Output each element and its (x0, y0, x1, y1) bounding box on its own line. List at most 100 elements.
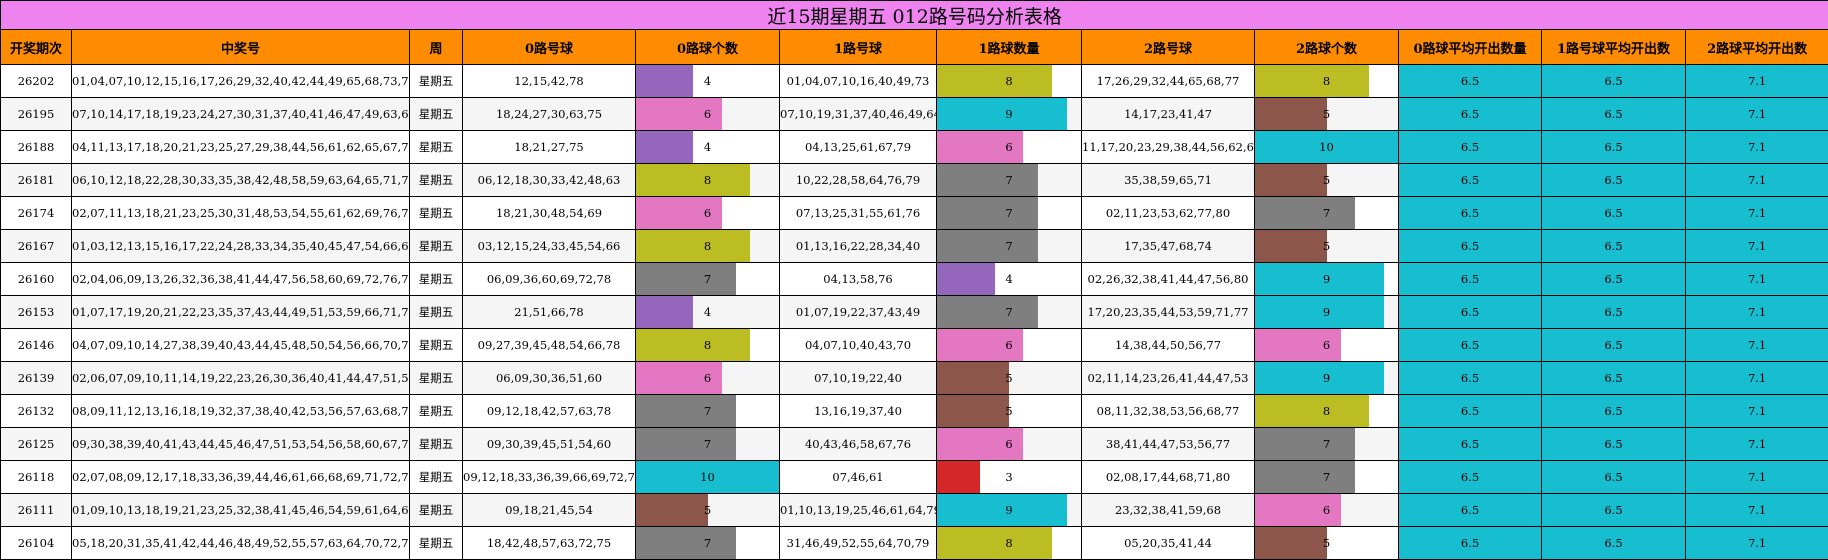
route1-count-cell-value: 5 (1005, 404, 1013, 418)
winning-numbers-cell: 09,30,38,39,40,41,43,44,45,46,47,51,53,5… (71, 427, 410, 461)
header-route2-avg: 2路球平均开出数 (1684, 29, 1828, 65)
route2-count-cell-value: 9 (1322, 272, 1331, 286)
table-row: 26160 02,04,06,09,13,26,32,36,38,41,44,47… (0, 262, 1828, 296)
route2-count-cell: 5 (1254, 163, 1399, 197)
route0-count-cell-bar (636, 65, 694, 97)
header-route2-numbers: 2路号球 (1081, 29, 1255, 65)
route1-numbers-cell: 04,13,25,61,67,79 (779, 130, 937, 164)
table-row: 26202 01,04,07,10,12,15,16,17,26,29,32,40… (0, 64, 1828, 98)
route0-avg-cell: 6.5 (1398, 97, 1542, 131)
week-cell: 星期五 (409, 196, 463, 230)
table-row: 26118 02,07,08,09,12,17,18,33,36,39,44,46… (0, 460, 1828, 494)
route0-count-cell: 5 (635, 493, 780, 527)
issue-cell: 26160 (0, 262, 72, 296)
route0-numbers-cell: 18,42,48,57,63,72,75 (462, 526, 636, 560)
table-row: 26139 02,06,07,09,10,11,14,19,22,23,26,30… (0, 361, 1828, 395)
route0-count-cell: 7 (635, 394, 780, 428)
route0-avg-cell: 6.5 (1398, 460, 1542, 494)
route2-avg-cell: 7.1 (1684, 394, 1828, 428)
route2-avg-cell: 7.1 (1684, 295, 1828, 329)
route0-count-cell-value: 8 (703, 239, 712, 253)
route2-count-cell-bar (1255, 98, 1327, 130)
route0-count-cell-bar (636, 230, 751, 262)
route0-avg-cell: 6.5 (1398, 130, 1542, 164)
route0-numbers-cell: 09,30,39,45,51,54,60 (462, 427, 636, 461)
route2-count-cell-value: 10 (1319, 140, 1334, 154)
route1-count-cell-value: 8 (1005, 536, 1013, 550)
route2-count-cell: 7 (1254, 460, 1399, 494)
route2-count-cell-value: 9 (1322, 371, 1331, 385)
route2-numbers-cell: 02,26,32,38,41,44,47,56,80 (1081, 262, 1255, 296)
route0-numbers-cell: 06,09,36,60,69,72,78 (462, 262, 636, 296)
route2-numbers-cell: 17,26,29,32,44,65,68,77 (1081, 64, 1255, 98)
route2-avg-cell: 7.1 (1684, 427, 1828, 461)
week-cell: 星期五 (409, 394, 463, 428)
table-row: 26167 01,03,12,13,15,16,17,22,24,28,33,34… (0, 229, 1828, 263)
route2-numbers-cell: 05,20,35,41,44 (1081, 526, 1255, 560)
route0-count-cell-value: 7 (703, 272, 712, 286)
route1-count-cell-value: 5 (1005, 371, 1013, 385)
route1-count-cell-bar (937, 197, 1038, 229)
route1-count-cell: 5 (936, 394, 1082, 428)
route2-numbers-cell: 11,17,20,23,29,38,44,56,62,65 (1081, 130, 1255, 164)
winning-numbers-cell: 04,11,13,17,18,20,21,23,25,27,29,38,44,5… (71, 130, 410, 164)
route1-numbers-cell: 01,13,16,22,28,34,40 (779, 229, 937, 263)
route2-count-cell-value: 7 (1322, 437, 1331, 451)
route1-count-cell: 6 (936, 130, 1082, 164)
header-route0-avg: 0路球平均开出数量 (1398, 29, 1542, 65)
route2-count-cell: 7 (1254, 427, 1399, 461)
route2-count-cell-value: 6 (1322, 503, 1331, 517)
route0-numbers-cell: 09,27,39,45,48,54,66,78 (462, 328, 636, 362)
route0-count-cell-bar (636, 164, 751, 196)
route1-avg-cell: 6.5 (1541, 130, 1686, 164)
route1-count-cell: 6 (936, 427, 1082, 461)
route2-avg-cell: 7.1 (1684, 229, 1828, 263)
route0-numbers-cell: 12,15,42,78 (462, 64, 636, 98)
route0-count-cell-bar (636, 461, 779, 493)
route2-numbers-cell: 35,38,59,65,71 (1081, 163, 1255, 197)
route1-avg-cell: 6.5 (1541, 460, 1686, 494)
route0-numbers-cell: 09,12,18,42,57,63,78 (462, 394, 636, 428)
route1-count-cell: 3 (936, 460, 1082, 494)
route1-numbers-cell: 04,13,58,76 (779, 262, 937, 296)
route1-count-cell-value: 9 (1005, 107, 1013, 121)
route1-count-cell-bar (937, 494, 1067, 526)
winning-numbers-cell: 06,10,12,18,22,28,30,33,35,38,42,48,58,5… (71, 163, 410, 197)
week-cell: 星期五 (409, 427, 463, 461)
week-cell: 星期五 (409, 493, 463, 527)
route1-count-cell-bar (937, 263, 995, 295)
route0-count-cell: 6 (635, 196, 780, 230)
route0-count-cell-value: 5 (703, 503, 712, 517)
route1-count-cell: 7 (936, 196, 1082, 230)
header-winning-numbers: 中奖号 (71, 29, 410, 65)
route0-count-cell: 10 (635, 460, 780, 494)
route0-count-cell-value: 4 (703, 305, 712, 319)
header-row: 开奖期次 中奖号周 0路号球 0路球个数 1路号球 1路球数量 2路号球 2路球个数 0路球平均… (0, 29, 1828, 65)
route2-avg-cell: 7.1 (1684, 163, 1828, 197)
route0-numbers-cell: 06,12,18,30,33,42,48,63 (462, 163, 636, 197)
route1-count-cell: 7 (936, 295, 1082, 329)
route2-count-cell-value: 7 (1322, 206, 1331, 220)
week-cell: 星期五 (409, 64, 463, 98)
week-cell: 星期五 (409, 262, 463, 296)
route0-numbers-cell: 06,09,30,36,51,60 (462, 361, 636, 395)
route2-avg-cell: 7.1 (1684, 493, 1828, 527)
route2-count-cell: 8 (1254, 394, 1399, 428)
route1-count-cell-value: 4 (1005, 272, 1013, 286)
route1-avg-cell: 6.5 (1541, 64, 1686, 98)
table-row: 26104 05,18,20,31,35,41,42,44,46,48,49,52… (0, 526, 1828, 560)
header-route0-numbers: 0路号球 (462, 29, 636, 65)
route0-numbers-cell: 18,24,27,30,63,75 (462, 97, 636, 131)
route2-count-cell-value: 5 (1322, 239, 1331, 253)
route2-count-cell-bar (1255, 197, 1356, 229)
route2-avg-cell: 7.1 (1684, 130, 1828, 164)
route1-numbers-cell: 13,16,19,37,40 (779, 394, 937, 428)
route0-count-cell: 8 (635, 229, 780, 263)
route2-count-cell-bar (1255, 263, 1384, 295)
week-cell: 星期五 (409, 295, 463, 329)
route2-count-cell-bar (1255, 131, 1398, 163)
route2-count-cell-value: 5 (1322, 107, 1331, 121)
route2-numbers-cell: 17,20,23,35,44,53,59,71,77 (1081, 295, 1255, 329)
route0-numbers-cell: 18,21,30,48,54,69 (462, 196, 636, 230)
